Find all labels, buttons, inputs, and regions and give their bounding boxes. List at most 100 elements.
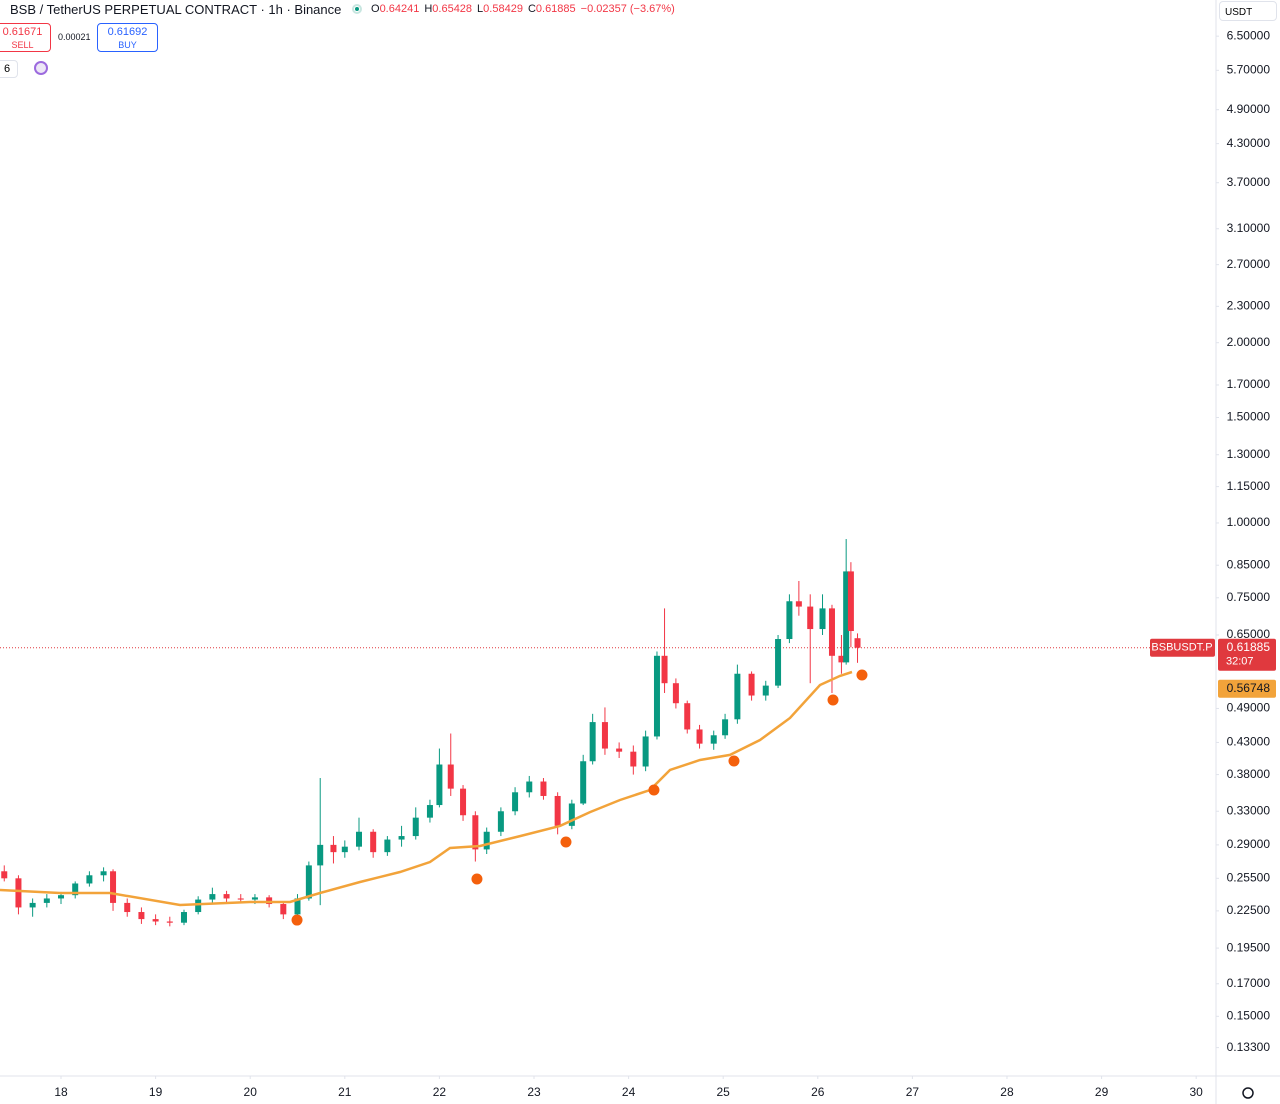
indicators-count: 6	[3, 63, 11, 75]
candle-body	[616, 748, 623, 752]
y-tick-label: 6.50000	[1227, 28, 1271, 42]
y-tick-label: 1.00000	[1227, 515, 1271, 529]
candle-body	[15, 878, 22, 908]
candle-body	[847, 571, 854, 632]
x-tick-label: 22	[433, 1085, 447, 1099]
ohlc-key: H	[424, 3, 433, 15]
y-tick-label: 1.50000	[1227, 410, 1271, 424]
candle-body	[838, 655, 845, 663]
candle-body	[237, 898, 244, 900]
refresh-icon[interactable]	[34, 61, 48, 75]
candle-body	[460, 788, 467, 816]
signal-dot	[827, 694, 839, 706]
candle-body	[251, 897, 258, 900]
buy-button[interactable]: 0.61692 BUY	[97, 23, 158, 52]
candle-body	[110, 871, 117, 903]
y-tick-label: 2.70000	[1227, 257, 1271, 271]
y-tick-label: 0.22500	[1227, 903, 1271, 917]
currency-select[interactable]: USDT	[1219, 1, 1277, 21]
candle-body	[786, 601, 793, 640]
y-tick-label: 0.19500	[1227, 940, 1271, 954]
buy-price: 0.61692	[107, 26, 148, 38]
sell-button[interactable]: 0.61671 SELL	[0, 23, 51, 52]
y-tick-label: 0.43000	[1227, 735, 1271, 749]
candle-body	[661, 655, 668, 684]
x-tick-label: 21	[338, 1085, 352, 1099]
candle-body	[330, 844, 337, 853]
settings-icon[interactable]	[1242, 1087, 1254, 1099]
candle-body	[43, 898, 50, 903]
y-tick-label: 1.70000	[1227, 377, 1271, 391]
y-tick-label: 0.85000	[1227, 557, 1271, 571]
y-tick-label: 0.65000	[1227, 627, 1271, 641]
moving-average	[0, 670, 853, 907]
candle-body	[819, 608, 826, 630]
candle-body	[672, 683, 679, 704]
y-tick-label: 4.90000	[1227, 102, 1271, 116]
y-tick-label: 1.15000	[1227, 479, 1271, 493]
x-tick-label: 24	[622, 1085, 636, 1099]
candle-body	[642, 736, 649, 767]
ohlc: O0.64241 H0.65428 L0.58429 C0.61885 −0.02357…	[371, 3, 675, 15]
candle-body	[696, 729, 703, 744]
signal-dot	[648, 784, 660, 796]
symbol-title: BSB / TetherUS PERPETUAL CONTRACT · 1h ·…	[10, 2, 342, 17]
candle-body	[497, 811, 504, 832]
y-tick-label: 5.70000	[1227, 62, 1271, 76]
candle-body	[209, 894, 216, 900]
candle-body	[828, 608, 835, 656]
y-tick-label: 1.30000	[1227, 447, 1271, 461]
candle-body	[710, 735, 717, 744]
candle-body	[100, 871, 107, 876]
candle-body	[138, 912, 145, 920]
candle-body	[653, 655, 660, 737]
ma-tag-value: 0.56748	[1227, 681, 1271, 695]
ohlc-value: 0.58429	[483, 3, 523, 15]
y-tick-label: 3.10000	[1227, 221, 1271, 235]
y-tick-label: 0.38000	[1227, 767, 1271, 781]
candle-body	[370, 831, 377, 853]
candle-body	[807, 606, 814, 630]
ohlc-key: C	[527, 3, 536, 15]
candle-body	[436, 764, 443, 806]
signal-dot	[856, 669, 868, 681]
sell-price: 0.61671	[2, 26, 43, 38]
candle-body	[512, 792, 519, 812]
y-tick-label: 0.13300	[1227, 1040, 1271, 1054]
candle-body	[305, 865, 312, 899]
x-tick-label: 29	[1095, 1085, 1109, 1099]
candle-body	[854, 638, 861, 648]
candle-body	[398, 836, 405, 840]
symbol-tag-label: BSBUSDT.P	[1151, 642, 1212, 654]
candle-body	[58, 895, 65, 899]
x-tick-label: 20	[244, 1085, 258, 1099]
candle-body	[589, 722, 596, 762]
buy-label: BUY	[118, 40, 137, 50]
candle-body	[412, 817, 419, 837]
candle-body	[1, 871, 8, 879]
candle-body	[124, 902, 131, 913]
x-tick-label: 26	[811, 1085, 825, 1099]
x-tick-label: 23	[527, 1085, 541, 1099]
y-tick-label: 0.75000	[1227, 590, 1271, 604]
candle-body	[447, 764, 454, 789]
signal-dot	[560, 836, 572, 848]
y-tick-label: 0.33000	[1227, 803, 1271, 817]
currency: USDT	[1225, 7, 1253, 18]
ohlc-value: 0.61885	[535, 3, 576, 15]
spread: 0.00021	[58, 32, 91, 42]
candle-body	[684, 703, 691, 730]
x-tick-label: 25	[717, 1085, 731, 1099]
x-tick-label: 19	[149, 1085, 163, 1099]
candle-body	[472, 815, 479, 850]
ohlc-key: O	[371, 3, 380, 15]
indicators-toggle[interactable]: 6	[0, 60, 18, 78]
candle-body	[554, 795, 561, 826]
status-dot	[355, 7, 359, 11]
candle-body	[483, 831, 490, 850]
signal-dot	[291, 914, 303, 926]
candle-body	[266, 897, 273, 905]
signal-dot	[728, 755, 740, 767]
